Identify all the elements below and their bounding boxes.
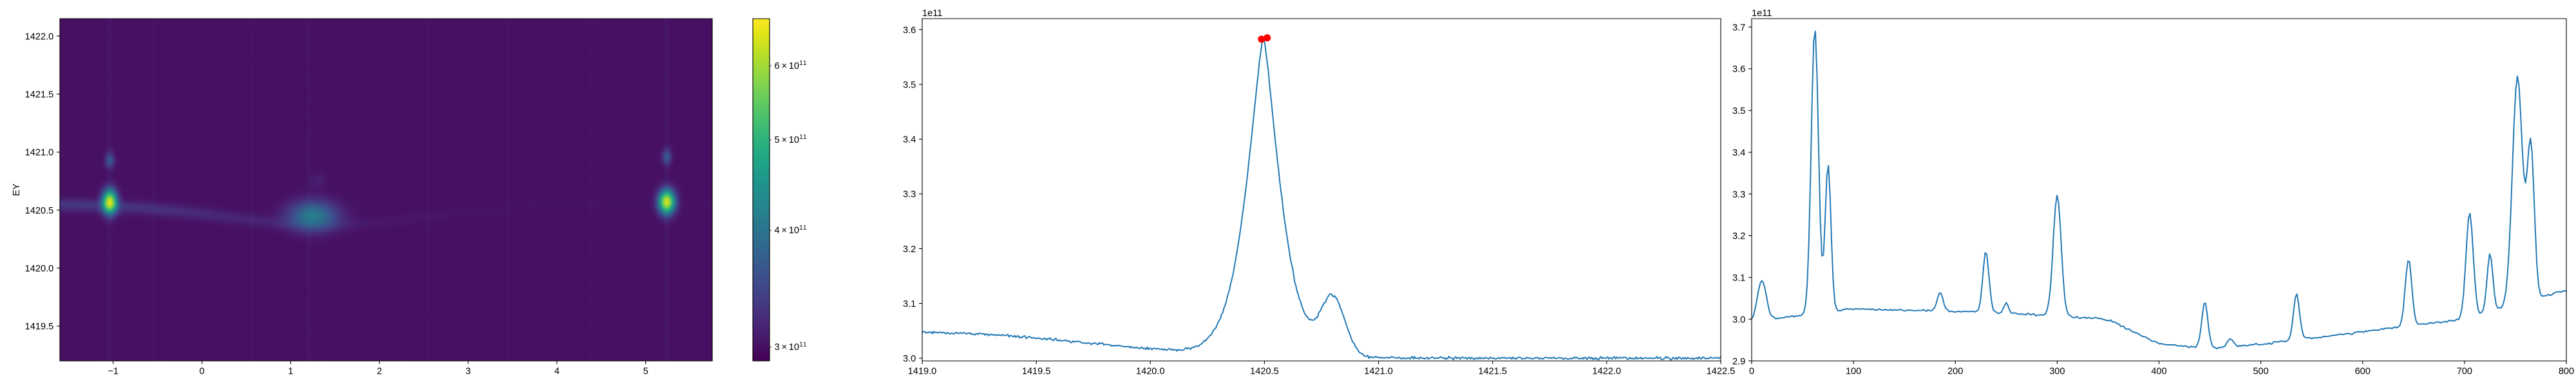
svg-text:3.6: 3.6	[1732, 64, 1745, 75]
svg-text:3.3: 3.3	[1732, 190, 1745, 200]
svg-text:3.7: 3.7	[1732, 23, 1745, 33]
svg-text:300: 300	[2049, 366, 2065, 376]
svg-text:700: 700	[2457, 366, 2472, 376]
svg-text:0: 0	[1749, 366, 1754, 376]
svg-text:3.0: 3.0	[1732, 315, 1745, 325]
svg-text:600: 600	[2355, 366, 2371, 376]
svg-text:3.2: 3.2	[1732, 232, 1745, 242]
svg-text:3.4: 3.4	[1732, 148, 1745, 158]
svg-text:800: 800	[2559, 366, 2574, 376]
svg-text:200: 200	[1947, 366, 1963, 376]
svg-text:500: 500	[2253, 366, 2268, 376]
svg-text:3.5: 3.5	[1732, 106, 1745, 116]
svg-text:3.1: 3.1	[1732, 273, 1745, 284]
svg-text:2.9: 2.9	[1732, 356, 1745, 367]
svg-text:1e11: 1e11	[1752, 8, 1772, 19]
svg-text:100: 100	[1846, 366, 1861, 376]
svg-text:400: 400	[2151, 366, 2166, 376]
